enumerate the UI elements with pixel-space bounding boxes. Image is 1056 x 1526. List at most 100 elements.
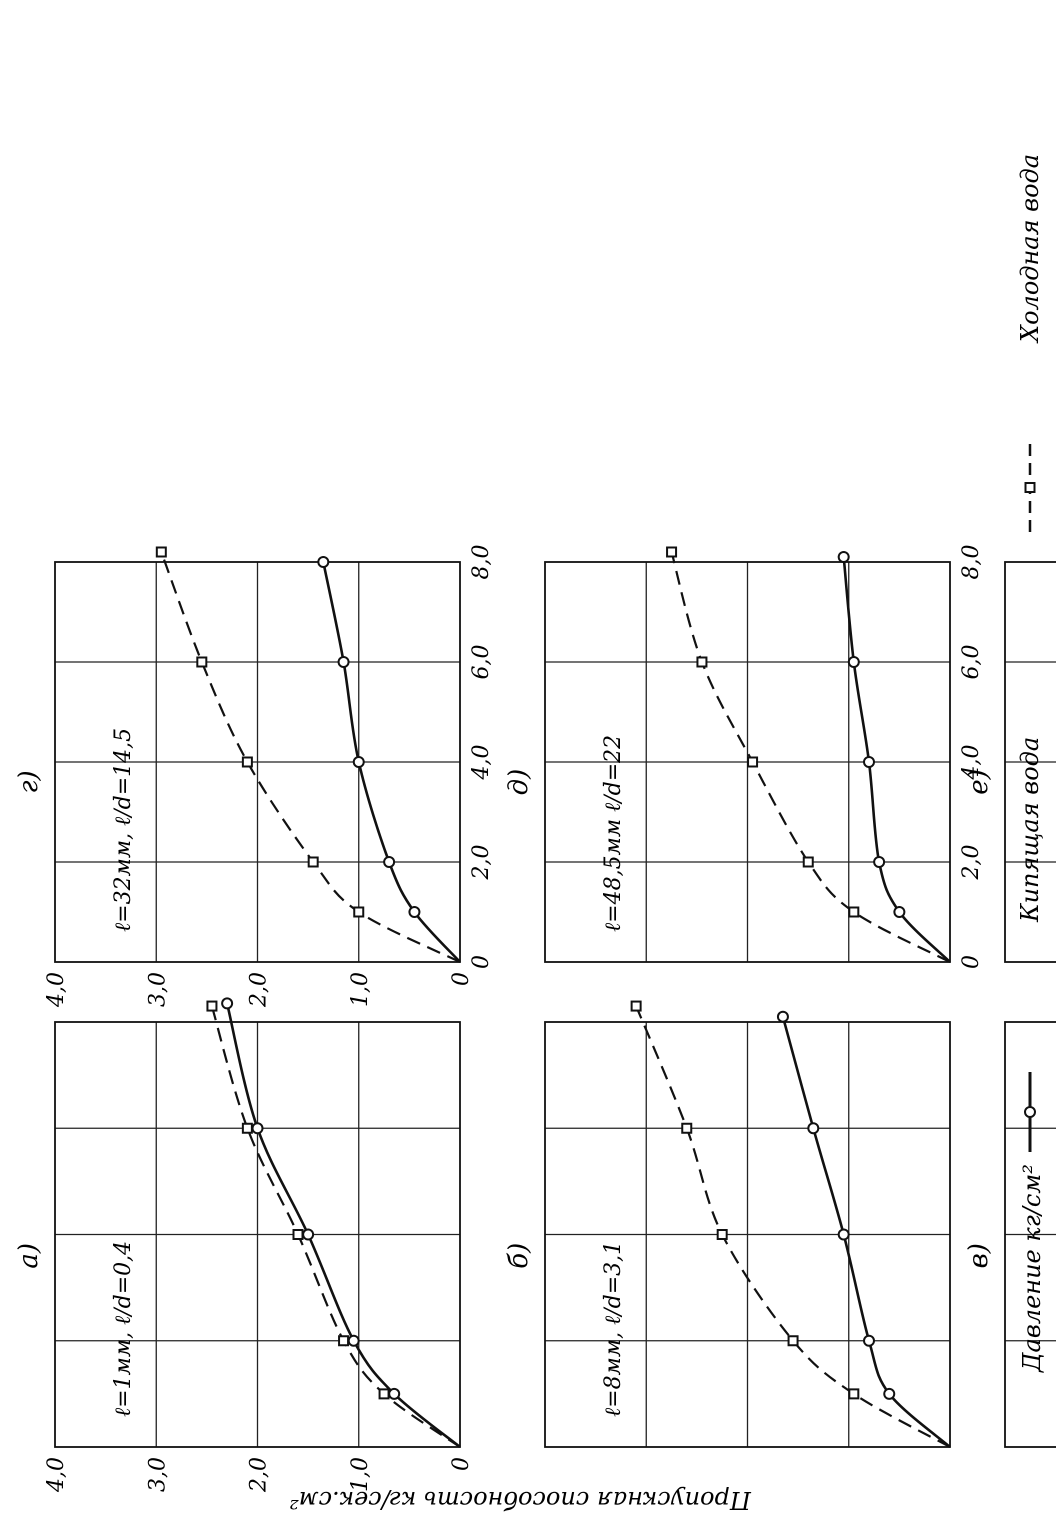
y-tick-label: 0 (449, 1457, 474, 1471)
x-axis-label: Давление кг/см² (1018, 1164, 1046, 1373)
panel-label: а) (14, 1243, 44, 1269)
series-line-boiling (842, 556, 951, 963)
point-cold (848, 906, 860, 918)
point-boiling (837, 1228, 850, 1241)
point-cold (681, 1122, 693, 1134)
y-tick-label: 2,0 (247, 972, 272, 1008)
y-tick-label: 0 (449, 972, 474, 986)
point-boiling (383, 856, 396, 868)
panel-d: 0 1,0 2,0 3,0 4,0 0 2,0 4,0 6,0 8,0 г) ℓ=32мм, ℓ/d=… (14, 545, 494, 1009)
point-cold (155, 546, 167, 558)
panel-label: д) (504, 769, 534, 796)
y-tick-label: 1,0 (348, 972, 373, 1007)
point-cold (196, 656, 208, 668)
point-boiling (302, 1228, 315, 1241)
point-boiling (837, 551, 850, 563)
point-boiling (347, 1334, 360, 1347)
series-line-cold (635, 1005, 951, 1448)
x-tick-label: 8,0 (469, 545, 494, 580)
point-boiling (251, 1122, 264, 1135)
legend-item-cold: Холодная вода (1016, 154, 1044, 532)
panel-annotation: ℓ=8мм, ℓ/d=3,1 (601, 1241, 626, 1417)
point-boiling (317, 556, 330, 568)
y-tick-label: 3,0 (145, 1457, 170, 1492)
y-tick-label: 3,0 (145, 972, 170, 1007)
point-cold (307, 856, 319, 868)
panel-f: 02,04,06,08,0е)ℓ=92мм, ℓ/d=42 (964, 561, 1056, 963)
point-boiling (337, 656, 350, 668)
point-cold (241, 1122, 253, 1134)
x-tick-label: 0 (959, 955, 984, 969)
series-line-boiling (781, 1016, 951, 1448)
x-tick-label: 2,0 (959, 845, 984, 881)
legend-marker-boiling (1024, 1106, 1036, 1118)
plot-frame (54, 561, 461, 963)
panel-annotation: ℓ=32мм, ℓ/d=14,5 (111, 728, 136, 932)
x-tick-label: 6,0 (469, 645, 494, 680)
point-boiling (352, 756, 365, 768)
panel-label: г) (14, 770, 44, 793)
panel-annotation: ℓ=48,5мм ℓ/d=22 (601, 735, 626, 932)
point-cold (696, 656, 708, 668)
point-boiling (221, 997, 234, 1010)
point-boiling (388, 1387, 401, 1400)
panel-b: б) ℓ=8мм, ℓ/d=3,1 (504, 1000, 951, 1448)
plot-frame (1004, 1021, 1056, 1448)
series-line-cold (160, 551, 461, 963)
x-tick-label: 8,0 (959, 545, 984, 580)
panel-e: 0 2,0 4,0 6,0 8,0 д) ℓ=48,5мм ℓ/d=22 (504, 545, 984, 970)
series-line-boiling (225, 1003, 461, 1449)
panel-label: е) (964, 769, 994, 795)
x-tick-label: 4,0 (469, 745, 494, 781)
legend-item-boiling: Кипящая вода (1016, 737, 1044, 1152)
point-cold (716, 1229, 728, 1240)
panel-label: б) (504, 1243, 534, 1269)
x-tick-label: 0 (469, 955, 494, 969)
y-tick-label: 4,0 (44, 972, 69, 1008)
point-cold (353, 906, 365, 918)
rotated-figure: 0 1,0 2,0 3,0 4,0 а) ℓ=1мм, ℓ/d=0,4 б) ℓ=8мм, ℓ/… (14, 154, 1056, 1514)
y-axis-label: Пропускная способность кг/сек.см² (289, 1486, 752, 1514)
panel-a: 0 1,0 2,0 3,0 4,0 а) ℓ=1мм, ℓ/d=0,4 (14, 997, 474, 1493)
series-line-cold (210, 1005, 461, 1448)
point-cold (666, 546, 678, 558)
panels: 0 1,0 2,0 3,0 4,0 а) ℓ=1мм, ℓ/d=0,4 б) ℓ=8мм, ℓ/… (14, 545, 1056, 1493)
point-cold (747, 756, 759, 768)
point-boiling (408, 906, 421, 918)
x-tick-label: 6,0 (959, 645, 984, 680)
y-tick-label: 1,0 (348, 1457, 373, 1492)
point-cold (378, 1388, 390, 1400)
x-tick-label: 4,0 (959, 745, 984, 781)
y-tick-label: 2,0 (247, 1457, 272, 1493)
plot-frame (544, 1021, 951, 1448)
point-boiling (893, 906, 906, 918)
plot-frame (544, 561, 951, 963)
plot-frame (1004, 561, 1056, 963)
point-cold (848, 1388, 860, 1400)
panel-annotation: ℓ=1мм, ℓ/d=0,4 (111, 1241, 136, 1417)
point-cold (338, 1335, 350, 1347)
point-boiling (883, 1387, 896, 1400)
point-cold (630, 1000, 642, 1012)
legend-marker-cold (1024, 482, 1036, 493)
x-tick-label: 2,0 (469, 845, 494, 881)
series-line-cold (670, 551, 951, 963)
point-cold (241, 756, 253, 768)
legend-label-cold: Холодная вода (1016, 154, 1044, 344)
panel-label: в) (964, 1243, 994, 1268)
point-boiling (847, 656, 860, 668)
point-boiling (873, 856, 886, 868)
point-cold (802, 856, 814, 868)
point-boiling (807, 1122, 820, 1135)
point-boiling (776, 1010, 789, 1023)
point-cold (292, 1229, 304, 1240)
y-tick-label: 4,0 (44, 1457, 69, 1493)
panel-c: в)ℓ=12,5мм, ℓ/d=4,8 (964, 1021, 1056, 1448)
point-boiling (863, 756, 875, 768)
point-boiling (863, 1334, 875, 1347)
legend: Кипящая вода Холодная вода (1016, 154, 1044, 1152)
legend-label-boiling: Кипящая вода (1016, 737, 1044, 923)
point-cold (206, 1000, 218, 1012)
